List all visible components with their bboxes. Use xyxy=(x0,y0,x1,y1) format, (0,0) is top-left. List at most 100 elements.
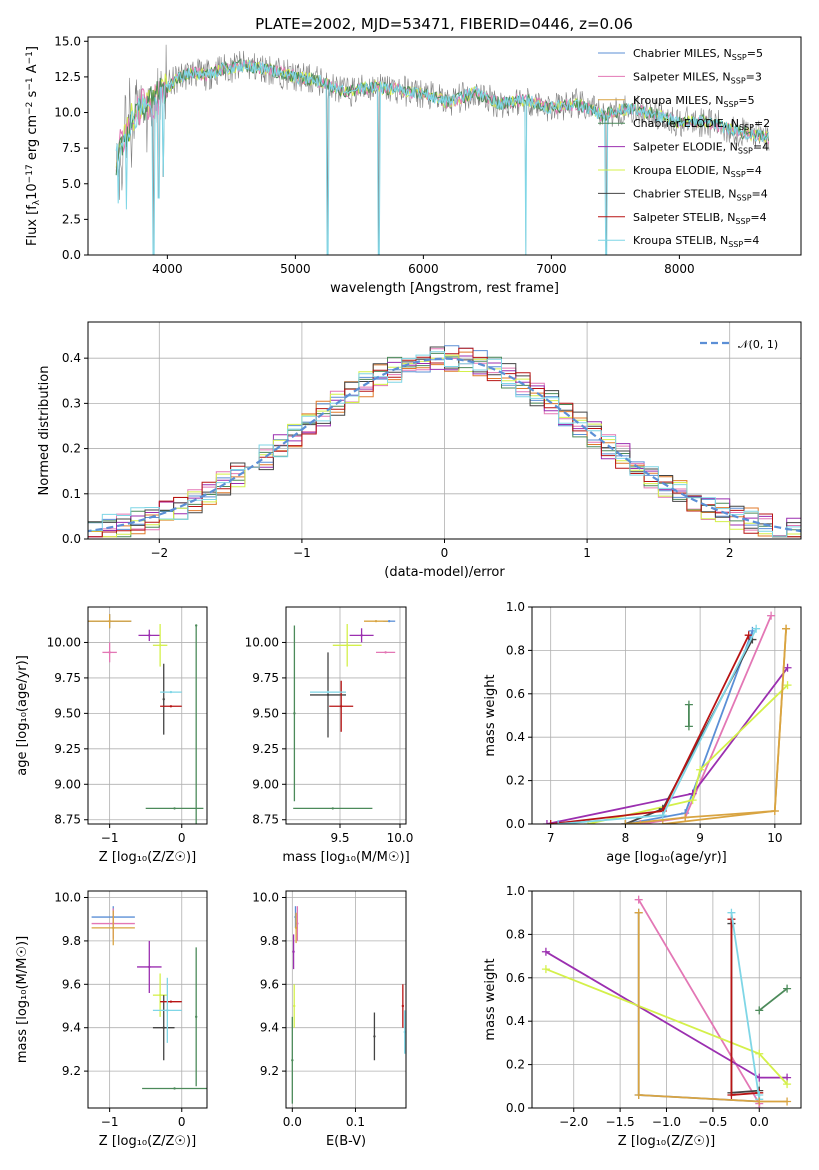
y-tick-label: 9.00 xyxy=(252,777,279,791)
panel-residual_histogram: 𝒩(0, 1) −2 −1 0 1 2 0.0 0.1 0.2 0.3 0.4 (data-model… xyxy=(37,321,802,580)
legend-entry: Salpeter STELIB, NSSP=4 xyxy=(633,211,767,226)
panel-mass_vs_Z: −1 0 9.2 9.4 9.6 9.8 10.0 Z [log₁₀(Z/Z☉)] mass [… xyxy=(15,890,208,1149)
y-tick-label: 12.5 xyxy=(54,70,81,84)
x-tick-label: 5000 xyxy=(280,262,311,276)
weight-marker xyxy=(634,1090,643,1099)
y-tick-label: 10.0 xyxy=(54,106,81,120)
y-tick-label: 0.3 xyxy=(62,396,81,410)
data-point xyxy=(194,1015,198,1019)
legend-entry: Salpeter ELODIE, NSSP=4 xyxy=(633,141,769,156)
y-tick-label: 9.00 xyxy=(54,777,81,791)
y-tick-label: 10.00 xyxy=(47,635,81,649)
data-point xyxy=(403,1030,406,1034)
x-tick-label: 0.0 xyxy=(283,1115,302,1129)
data-point xyxy=(169,1000,173,1003)
weight-marker xyxy=(684,700,693,709)
y-tick-label: 15.0 xyxy=(54,34,81,48)
data-point xyxy=(401,1004,405,1008)
x-tick-label: 10.0 xyxy=(387,831,414,845)
y-tick-label: 9.4 xyxy=(260,1021,279,1035)
x-tick-label: 0 xyxy=(178,1115,186,1129)
data-point xyxy=(162,1026,165,1029)
data-point xyxy=(293,712,296,715)
weight-marker xyxy=(681,813,690,822)
x-tick-label: 9.5 xyxy=(330,831,349,845)
weight-marker xyxy=(783,681,792,690)
y-tick-label: 1.0 xyxy=(506,884,525,898)
legend: Chabrier MILES, NSSP=5 Salpeter MILES, NS… xyxy=(598,47,770,249)
weight-marker xyxy=(658,820,667,824)
data-point xyxy=(169,690,173,694)
axes-frame xyxy=(87,606,208,825)
figure-title: PLATE=2002, MJD=53471, FIBERID=0446, z=0… xyxy=(255,15,633,33)
plot-area xyxy=(115,44,770,255)
x-tick-label: 4000 xyxy=(152,262,183,276)
weight-marker xyxy=(770,806,779,815)
axes-frame xyxy=(87,36,802,256)
x-tick-label: 1 xyxy=(583,546,591,560)
legend-entry: Salpeter MILES, NSSP=3 xyxy=(633,70,762,85)
panel-age_vs_mass: 9.5 10.0 8.75 9.00 9.25 9.50 9.75 10.00 mass [lo… xyxy=(245,606,414,865)
data-point xyxy=(169,705,173,708)
y-tick-label: 0.4 xyxy=(506,730,525,744)
data-point xyxy=(360,634,363,637)
data-point xyxy=(374,619,378,623)
y-tick-label: 1.0 xyxy=(506,600,525,614)
x-tick-label: −2.0 xyxy=(559,1115,588,1129)
legend-entry: Kroupa STELIB, NSSP=4 xyxy=(633,234,759,249)
weight-marker xyxy=(546,820,555,824)
legend-entry: 𝒩(0, 1) xyxy=(738,338,778,351)
y-tick-label: 9.2 xyxy=(260,1064,279,1078)
weight-marker xyxy=(755,1097,764,1106)
weight-marker xyxy=(727,908,736,917)
x-tick-label: −1 xyxy=(293,546,311,560)
weight-marker xyxy=(621,820,630,824)
legend-entry: Chabrier ELODIE, NSSP=2 xyxy=(633,117,770,132)
y-tick-label: 9.2 xyxy=(62,1064,81,1078)
data-point xyxy=(148,965,151,969)
y-tick-label: 8.75 xyxy=(54,813,81,827)
y-tick-label: 9.4 xyxy=(62,1021,81,1035)
y-tick-label: 5.0 xyxy=(62,177,81,191)
x-axis-label: age [log₁₀(age/yr)] xyxy=(606,850,727,865)
weight-series-line xyxy=(637,912,788,1103)
data-point xyxy=(346,644,349,647)
y-tick-label: 9.6 xyxy=(260,977,279,991)
data-point xyxy=(112,926,115,930)
y-tick-label: 0.8 xyxy=(506,927,525,941)
x-tick-label: 0 xyxy=(178,831,186,845)
weight-marker xyxy=(783,1080,792,1089)
panel-age_vs_Z: −1 0 8.75 9.00 9.25 9.50 9.75 10.00 Z [log₁₀(Z/Z… xyxy=(15,606,208,865)
panel-weight_vs_Z: −2.0 −1.5 −1.0 −0.5 0.0 0.0 0.2 0.4 0.6 0.8 1.0 Z [… xyxy=(483,884,802,1149)
weight-marker xyxy=(688,796,697,805)
y-axis-label: Flux [fλ10−17 erg cm−2 s−1 A−1] xyxy=(25,46,42,246)
y-tick-label: 0.0 xyxy=(62,248,81,262)
weight-series-line xyxy=(625,628,787,824)
plot-area xyxy=(286,891,406,1108)
data-point xyxy=(388,619,391,623)
x-tick-label: 8 xyxy=(622,831,630,845)
weight-marker xyxy=(696,765,705,774)
weight-marker xyxy=(783,663,792,672)
x-tick-label: 10 xyxy=(767,831,782,845)
x-tick-label: 7 xyxy=(547,831,555,845)
weight-marker xyxy=(634,895,643,904)
weight-series-line xyxy=(550,634,750,824)
plot-area xyxy=(88,891,207,1108)
data-point xyxy=(162,697,165,701)
weight-series-line xyxy=(730,912,761,1100)
y-tick-label: 0.1 xyxy=(62,487,81,501)
weight-marker xyxy=(783,1097,792,1106)
legend-entry: Chabrier STELIB, NSSP=4 xyxy=(633,187,768,202)
data-point xyxy=(326,693,330,697)
weight-marker xyxy=(752,624,761,633)
y-tick-label: 0.2 xyxy=(62,442,81,456)
y-tick-label: 2.5 xyxy=(62,212,81,226)
data-point xyxy=(173,1087,176,1090)
x-tick-label: −2 xyxy=(150,546,168,560)
panel-weight_vs_age: 7 8 9 10 0.0 0.2 0.4 0.6 0.8 1.0 age [log₁₀(age/yr… xyxy=(483,600,802,865)
legend-entry: Kroupa MILES, NSSP=5 xyxy=(633,94,755,109)
weight-marker xyxy=(658,811,667,820)
weight-series-line xyxy=(758,987,788,1012)
